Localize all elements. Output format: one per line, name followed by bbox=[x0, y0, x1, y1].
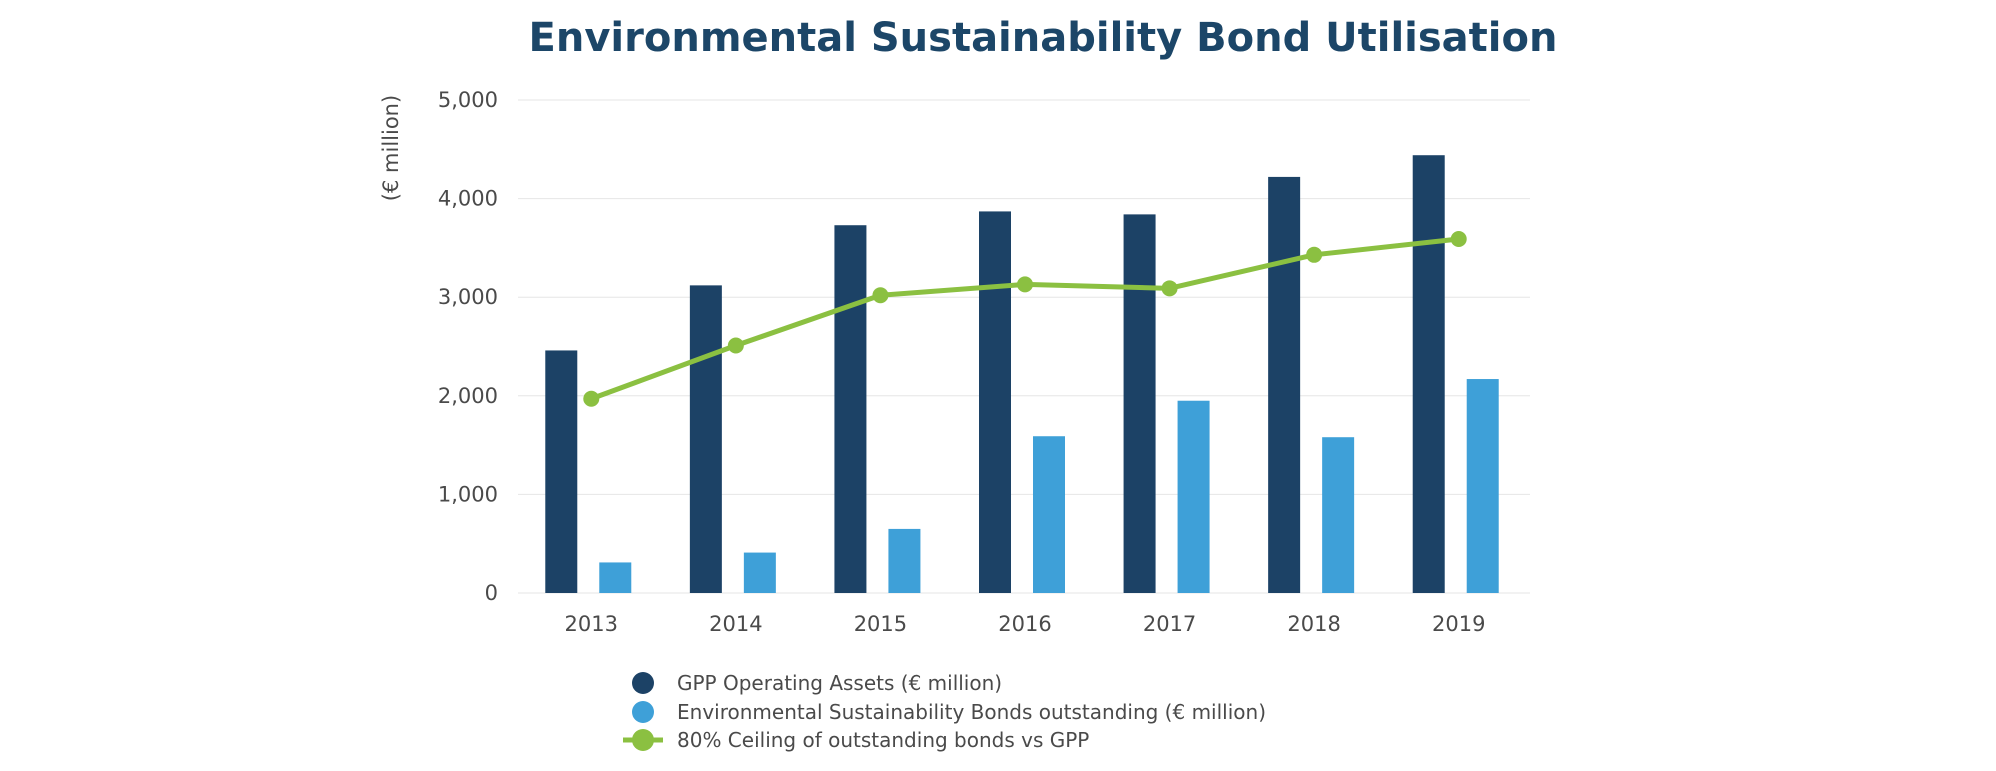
bar-gpp-assets-2013 bbox=[545, 350, 578, 593]
legend-label: 80% Ceiling of outstanding bonds vs GPP bbox=[677, 728, 1089, 752]
y-tick-label: 4,000 bbox=[438, 187, 498, 211]
x-tick-label: 2013 bbox=[565, 612, 618, 636]
x-axis-ticks: 2013 2014 2015 2016 2017 2018 2019 bbox=[565, 612, 1486, 636]
ceiling-point-2014 bbox=[727, 337, 744, 354]
y-tick-label: 0 bbox=[485, 581, 498, 605]
bar-gpp-assets-2015 bbox=[834, 225, 867, 594]
legend-marker bbox=[632, 701, 654, 723]
legend-marker bbox=[632, 729, 654, 751]
x-tick-label: 2017 bbox=[1143, 612, 1196, 636]
x-tick-label: 2014 bbox=[709, 612, 762, 636]
bar-gpp-assets-2018 bbox=[1268, 176, 1301, 593]
x-tick-label: 2019 bbox=[1432, 612, 1485, 636]
ceiling-point-2013 bbox=[583, 390, 600, 407]
bar-gpp-assets-2017 bbox=[1123, 214, 1156, 593]
x-tick-label: 2018 bbox=[1287, 612, 1340, 636]
ceiling-line bbox=[583, 231, 1467, 407]
ceiling-point-2016 bbox=[1017, 276, 1033, 293]
legend: GPP Operating Assets (€ million) Environm… bbox=[623, 671, 1266, 752]
ceiling-point-2017 bbox=[1161, 280, 1178, 297]
bar-bonds-outstanding-2015 bbox=[888, 528, 921, 593]
y-tick-label: 3,000 bbox=[438, 285, 498, 309]
x-tick-label: 2016 bbox=[998, 612, 1051, 636]
bar-bonds-outstanding-2016 bbox=[1033, 436, 1065, 593]
legend-marker bbox=[632, 672, 654, 694]
bar-bonds-outstanding-2017 bbox=[1177, 400, 1210, 593]
legend-label: GPP Operating Assets (€ million) bbox=[677, 671, 1002, 695]
ceiling-point-2018 bbox=[1306, 246, 1323, 263]
legend-label: Environmental Sustainability Bonds outst… bbox=[677, 700, 1266, 724]
gridlines bbox=[518, 99, 1530, 594]
y-tick-label: 2,000 bbox=[438, 384, 498, 408]
bar-bonds-outstanding-2014 bbox=[743, 552, 776, 593]
y-tick-label: 1,000 bbox=[438, 482, 498, 506]
bar-bonds-outstanding-2013 bbox=[599, 562, 632, 593]
bar-gpp-assets-2014 bbox=[689, 285, 722, 593]
bars bbox=[545, 155, 1499, 594]
ceiling-point-2019 bbox=[1450, 231, 1467, 248]
bar-bonds-outstanding-2019 bbox=[1466, 379, 1499, 593]
y-axis-label: (€ million) bbox=[379, 95, 403, 201]
x-tick-label: 2015 bbox=[854, 612, 907, 636]
bar-bonds-outstanding-2018 bbox=[1322, 437, 1355, 593]
chart-title: Environmental Sustainability Bond Utilis… bbox=[529, 15, 1558, 61]
y-axis-ticks: 0 1,000 2,000 3,000 4,000 5,000 bbox=[438, 88, 498, 605]
bar-gpp-assets-2016 bbox=[979, 211, 1011, 593]
bar-gpp-assets-2019 bbox=[1412, 155, 1445, 593]
y-tick-label: 5,000 bbox=[438, 88, 498, 112]
ceiling-point-2015 bbox=[872, 287, 889, 304]
